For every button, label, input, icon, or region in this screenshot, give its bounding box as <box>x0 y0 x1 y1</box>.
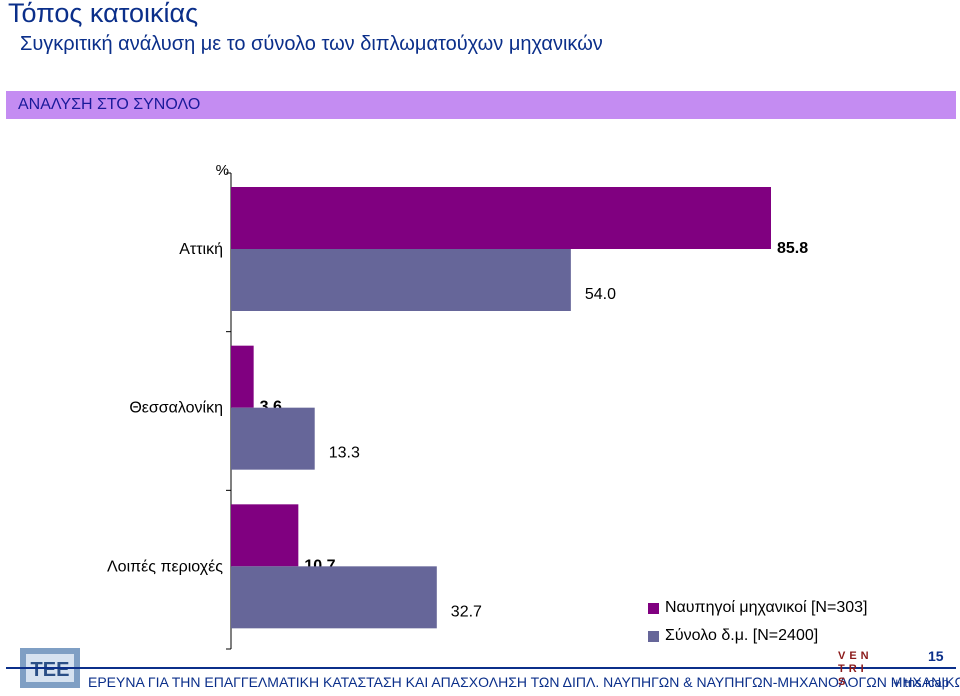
footer-rule <box>6 667 956 669</box>
tns-icap-brand: + tns icap <box>893 675 950 690</box>
category-label: Λοιπές περιοχές <box>107 558 223 575</box>
legend-item-series-2: Σύνολο δ.μ. [Ν=2400] <box>648 622 867 650</box>
bar-series-2 <box>231 566 437 629</box>
data-label-series-1: 85.8 <box>777 240 808 257</box>
bar-series-2 <box>231 249 571 311</box>
bar-series-1 <box>231 504 299 567</box>
chart-legend: Ναυπηγοί μηχανικοί [Ν=303] Σύνολο δ.μ. [… <box>648 594 867 650</box>
ventris-logo: VEN TRI S <box>838 650 873 689</box>
page-subtitle: Συγκριτική ανάλυση με το σύνολο των διπλ… <box>20 33 603 55</box>
ventris-line-1: VEN <box>838 650 873 662</box>
legend-swatch-series-1 <box>648 602 659 614</box>
footer-text: ΕΡΕΥΝΑ ΓΙΑ ΤΗΝ ΕΠΑΓΓΕΛΜΑΤΙΚΗ ΚΑΤΑΣΤΑΣΗ Κ… <box>88 674 960 690</box>
logo-text: ΤΕΕ <box>31 659 70 681</box>
axis-unit-label: % <box>216 162 229 179</box>
ventris-line-2: TRI <box>838 663 868 675</box>
category-label: Θεσσαλονίκη <box>129 400 223 417</box>
data-label-series-2: 13.3 <box>329 445 360 462</box>
data-label-series-2: 54.0 <box>585 286 616 303</box>
page-title: Τόπος κατοικίας <box>8 0 199 28</box>
legend-label-series-2: Σύνολο δ.μ. [Ν=2400] <box>665 627 819 644</box>
data-label-series-2: 32.7 <box>451 603 482 620</box>
legend-item-series-1: Ναυπηγοί μηχανικοί [Ν=303] <box>648 594 867 622</box>
bar-series-1 <box>231 345 254 408</box>
section-band: ΑΝΑΛΥΣΗ ΣΤΟ ΣΥΝΟΛΟ <box>6 91 956 119</box>
category-label: Αττική <box>179 241 223 258</box>
section-band-label: ΑΝΑΛΥΣΗ ΣΤΟ ΣΥΝΟΛΟ <box>18 96 201 113</box>
legend-swatch-series-2 <box>648 630 659 642</box>
ventris-line-3: S <box>838 676 850 688</box>
bar-series-2 <box>231 407 315 470</box>
bar-series-1 <box>231 187 771 249</box>
page-number: 15 <box>928 648 944 664</box>
legend-label-series-1: Ναυπηγοί μηχανικοί [Ν=303] <box>665 599 868 616</box>
